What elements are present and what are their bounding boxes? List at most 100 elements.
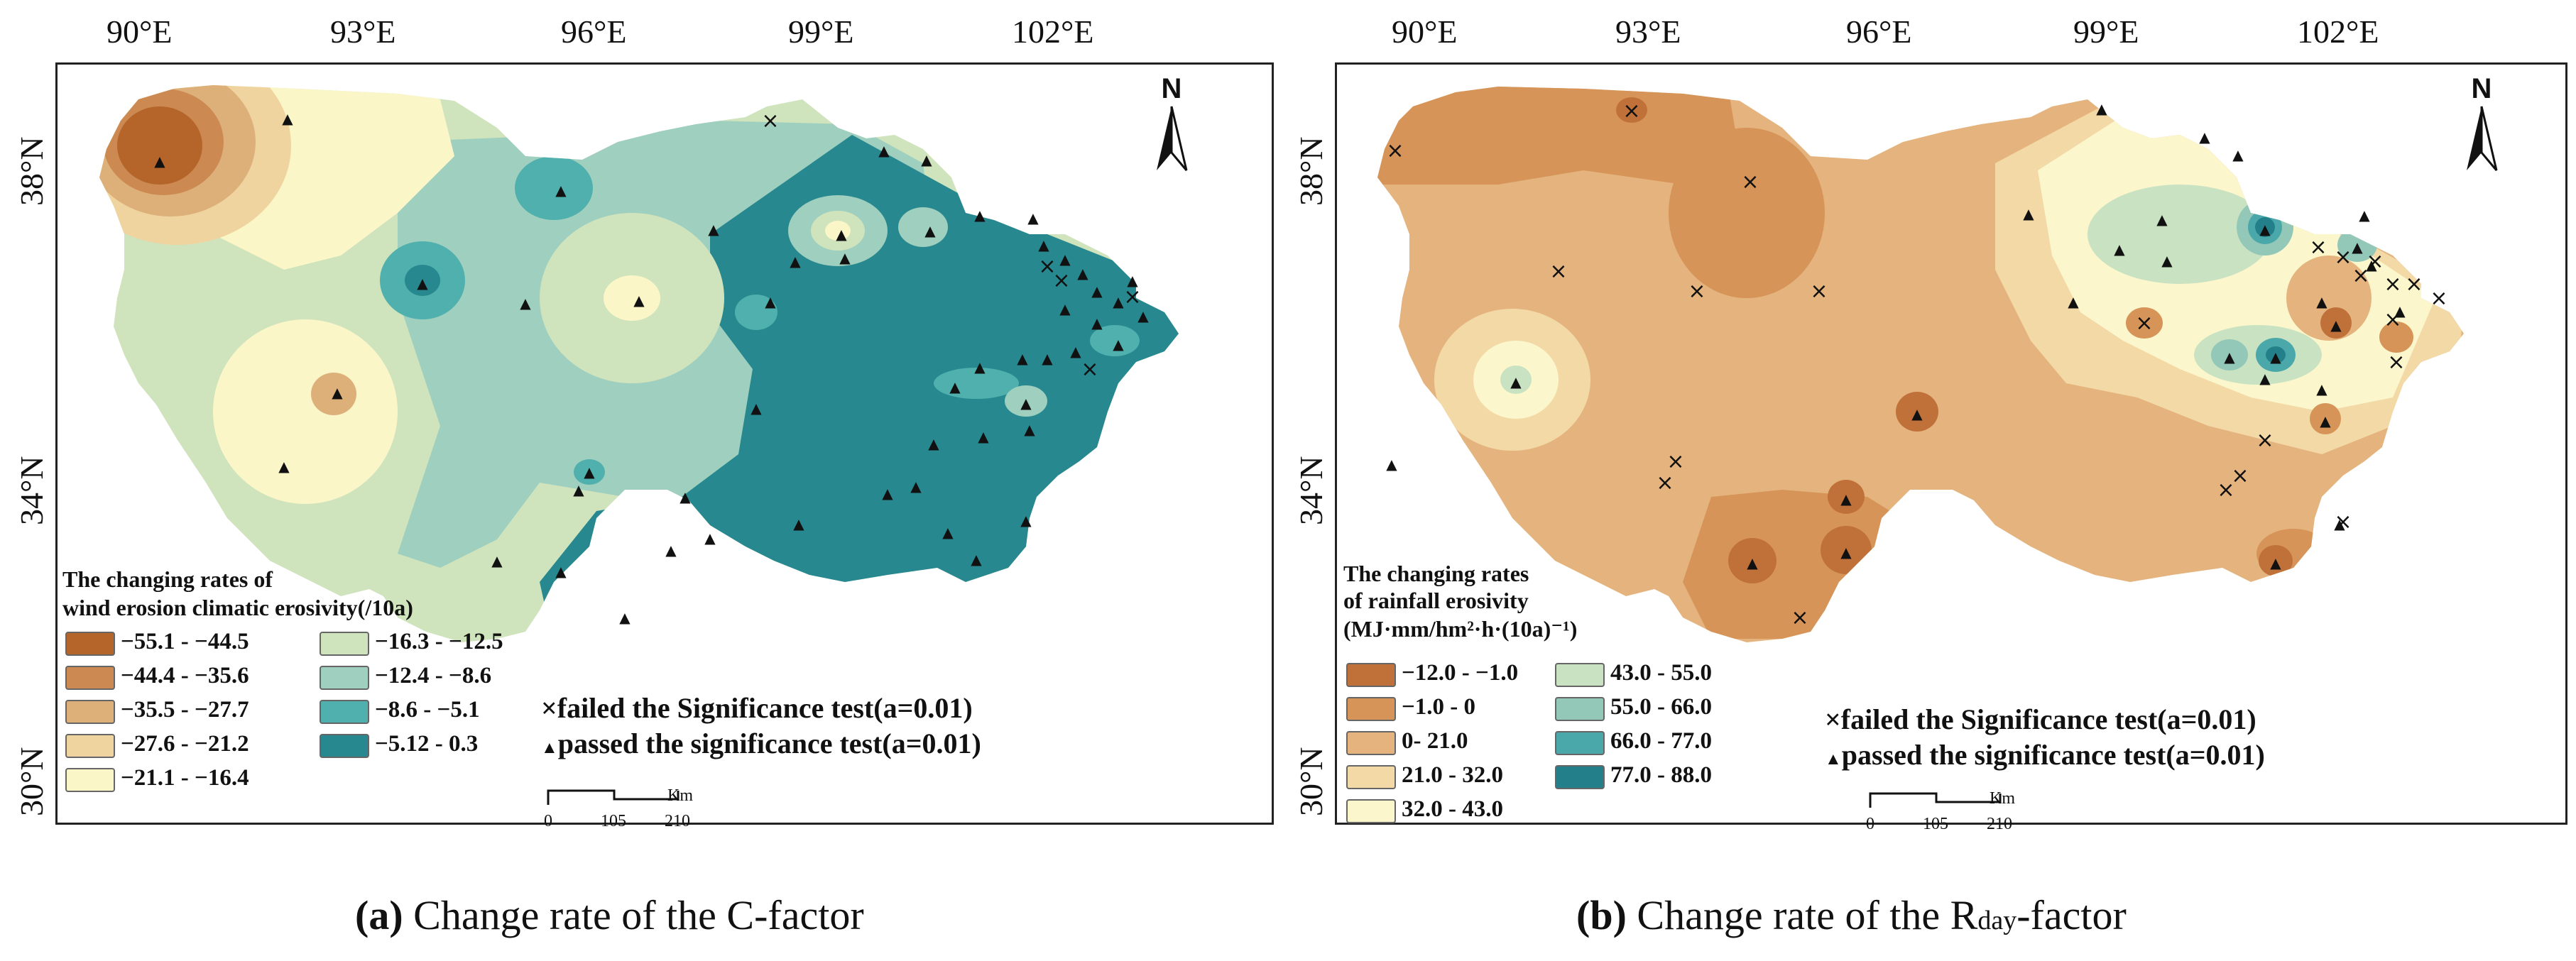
failed-marker: ×: [2256, 428, 2274, 453]
passed-marker: ▲: [2334, 515, 2345, 532]
passed-marker: ▲: [1017, 350, 1028, 367]
scale-unit: Km: [1990, 789, 2015, 808]
rainfall-erosivity-surface: [1377, 87, 2464, 642]
passed-marker: ▲: [520, 295, 531, 312]
legend-item: −1.0 - 0: [1402, 694, 1476, 720]
panel-a-wind-erosivity-map: 90°E 93°E 96°E 99°E 102°E 38°N 34°N 30°N: [0, 0, 1278, 961]
passed-marker: ▲: [1020, 395, 1032, 412]
failed-marker: ×: [1386, 138, 1404, 163]
passed-marker: ▲: [332, 384, 343, 401]
failed-marker: ×: [1656, 471, 1674, 495]
failed-marker: ×: [2387, 350, 2405, 375]
failed-marker: ×: [1549, 259, 1567, 284]
panel-b-rainfall-erosivity-map: 90°E 93°E 96°E 99°E 102°E 38°N 34°N 30°N: [1285, 0, 2576, 961]
passed-marker: ▲: [2068, 293, 2079, 310]
passed-marker: ▲: [2352, 238, 2363, 256]
passed-marker: ▲: [790, 253, 801, 270]
passed-marker: ▲: [1038, 236, 1049, 253]
passed-marker: ▲: [2316, 293, 2327, 310]
north-arrow-icon: N: [1157, 73, 1188, 171]
caption-b-text-post: -factor: [2016, 892, 2127, 938]
legend-swatch: [1346, 731, 1396, 755]
failed-marker: ×: [761, 109, 779, 133]
legend-swatch: [65, 632, 115, 656]
failed-marker: ×: [2430, 286, 2447, 311]
passed-marker: ▲: [2270, 348, 2281, 366]
scale-unit: Km: [667, 786, 693, 805]
passed-marker: ▲: [2259, 370, 2271, 387]
passed-marker: ▲: [924, 222, 936, 239]
passed-label: passed the significance test(a=0.01): [1841, 739, 2265, 771]
passed-marker: ▲: [839, 249, 851, 266]
passed-marker: ▲: [584, 463, 595, 480]
passed-marker: ▲: [2330, 317, 2342, 334]
lon-tick-99e: 99°E: [2073, 13, 2139, 50]
caption-b: (b) Change rate of the Rday-factor: [1576, 891, 2127, 939]
failed-markers: × × × × × × × × × × × × × × × × × × × × …: [1386, 99, 2447, 630]
legend-swatch: [65, 666, 115, 690]
legend-passed-entry: ▲passed the significance test(a=0.01): [1825, 738, 2265, 771]
passed-marker: ▲: [1024, 421, 1035, 438]
passed-marker: ▲: [751, 400, 762, 417]
legend-swatch: [320, 632, 369, 656]
caption-a-text: Change rate of the C-factor: [403, 892, 864, 938]
svg-text:N: N: [2472, 73, 2492, 104]
passed-marker: ▲: [878, 142, 890, 159]
passed-marker: ▲: [555, 563, 567, 580]
passed-marker: ▲: [1911, 405, 1923, 422]
legend-item: 32.0 - 43.0: [1402, 796, 1503, 822]
caption-b-letter: (b): [1576, 892, 1627, 938]
passed-marker: ▲: [974, 207, 986, 224]
passed-marker: ▲: [2156, 211, 2168, 228]
scale-bar: [1869, 792, 2002, 808]
scale-tick-0: 0: [1866, 815, 1874, 833]
failed-marker: ×: [2231, 463, 2249, 488]
lon-tick-90e: 90°E: [1392, 13, 1458, 50]
failed-marker: ×: [2366, 249, 2384, 274]
scale-bar: [547, 789, 680, 805]
passed-marker: ▲: [971, 551, 982, 568]
passed-marker: ▲: [2316, 380, 2327, 397]
passed-marker: ▲: [942, 524, 954, 541]
lon-tick-102e: 102°E: [2297, 13, 2379, 50]
passed-marker: ▲: [2199, 128, 2210, 145]
caption-a-letter: (a): [355, 892, 403, 938]
legend-title-line1: The changing rates of: [62, 566, 273, 592]
failed-marker: ×: [1688, 279, 1705, 304]
passed-marker: ▲: [555, 182, 567, 199]
failed-marker: ×: [1810, 279, 1828, 304]
legend-passed-entry: ▲passed the significance test(a=0.01): [541, 727, 981, 760]
legend-item: −35.5 - −27.7: [121, 697, 249, 723]
lon-tick-96e: 96°E: [1846, 13, 1912, 50]
significance-markers: ▲ ▲ ▲ ▲ ▲ ▲ ▲ ▲ ▲ ▲ ▲ ▲ ▲ ▲ ▲ ▲ ▲ ▲ ▲ ▲ …: [154, 110, 1149, 626]
legend-swatch: [1555, 663, 1605, 687]
passed-marker: ▲: [928, 435, 939, 452]
passed-marker: ▲: [1020, 512, 1032, 529]
passed-marker: ▲: [1840, 490, 1852, 507]
lon-tick-93e: 93°E: [330, 13, 396, 50]
passed-marker: ▲: [2161, 252, 2173, 269]
svg-text:N: N: [1162, 73, 1182, 104]
passed-marker: ▲: [2259, 221, 2271, 238]
failed-symbol-icon: ×: [541, 692, 557, 724]
caption-a: (a) Change rate of the C-factor: [355, 891, 864, 939]
legend-item: −27.6 - −21.2: [121, 731, 249, 757]
passed-marker: ▲: [1386, 456, 1397, 473]
passed-marker: ▲: [2270, 554, 2281, 571]
legend-item: −16.3 - −12.5: [375, 629, 503, 654]
legend-item: 0- 21.0: [1402, 728, 1468, 754]
failed-marker: ×: [2334, 510, 2352, 534]
map-area: ▲ ▲ ▲ ▲ ▲ ▲ ▲ ▲ ▲ ▲ ▲ ▲ ▲ ▲ ▲ ▲ ▲ ▲ ▲ ▲ …: [1377, 87, 2464, 642]
failed-marker: ×: [1123, 285, 1141, 309]
passed-marker: ▲: [278, 458, 290, 475]
passed-marker: ▲: [882, 485, 893, 502]
legend-item: −5.12 - 0.3: [375, 731, 479, 757]
legend-title-line3: (MJ·mm/hm²·h·(10a)⁻¹): [1343, 616, 1578, 642]
legend-item: 55.0 - 66.0: [1610, 694, 1712, 720]
passed-marker: ▲: [491, 552, 503, 569]
passed-marker: ▲: [765, 293, 776, 310]
legend-swatch: [320, 734, 369, 758]
failed-marker: ×: [2405, 272, 2423, 297]
passed-symbol-icon: ▲: [541, 739, 558, 757]
lon-tick-93e: 93°E: [1615, 13, 1681, 50]
